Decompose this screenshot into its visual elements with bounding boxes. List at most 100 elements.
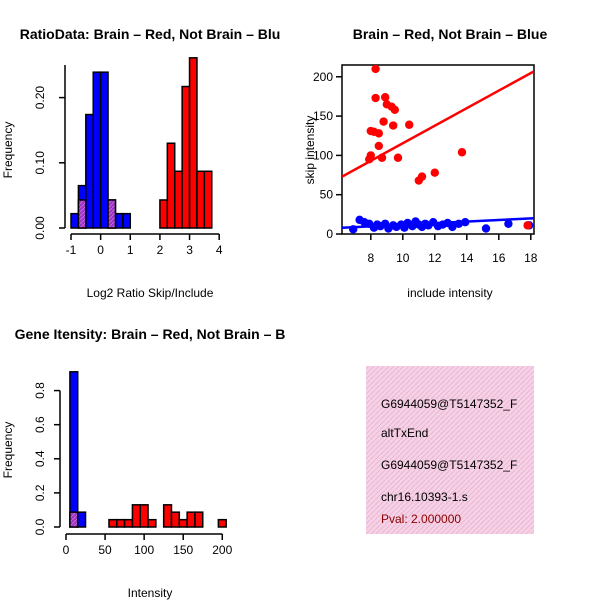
- scatter-point-brain: [523, 221, 532, 230]
- scatter-y-tick-label: 50: [320, 188, 334, 202]
- scatter-point-brain: [430, 168, 439, 177]
- intensity-hist-bar-brain: [194, 511, 204, 528]
- intensity-hist-y-tick-label: 0.4: [33, 450, 47, 467]
- scatter-point-brain: [365, 155, 374, 164]
- info-panel-clip: G6944059@T5147352_F altTxEnd G6944059@T5…: [381, 397, 517, 526]
- scatter-y-tick-label: 150: [313, 109, 333, 123]
- scatter-point-brain: [457, 148, 467, 157]
- intensity-hist-bar-brain: [178, 518, 188, 528]
- scatter-point-notbrain: [448, 222, 457, 232]
- scatter-point-notbrain: [481, 224, 491, 233]
- ratio-hist-bar-notbrain: [85, 113, 94, 229]
- intensity-hist-ylabel: Frequency: [1, 422, 15, 479]
- scatter-y-tick-label: 0: [326, 227, 333, 241]
- scatter-x-tick-label: 8: [367, 251, 374, 265]
- scatter-point-brain: [371, 65, 380, 74]
- intensity-hist-bar-brain: [170, 511, 181, 528]
- scatter-title: Brain – Red, Not Brain – Blue: [353, 26, 548, 42]
- scatter-point-brain: [381, 93, 390, 102]
- intensity-hist-bar-brain: [186, 511, 196, 528]
- ratio-hist-x-tick-label: 0: [97, 243, 104, 257]
- scatter-fit-line-brain: [342, 70, 534, 178]
- scatter-y-tick-label: 200: [313, 70, 333, 84]
- intensity-hist-bar-notbrain: [69, 371, 79, 528]
- scatter-frame: [341, 64, 535, 235]
- ratio-hist-x-tick-label: 1: [127, 243, 134, 257]
- intensity-hist-x-tick-label: 0: [63, 543, 70, 557]
- scatter-x-tick-label: 10: [396, 251, 410, 265]
- ratio-hist-bar-brain: [196, 170, 206, 229]
- ratio-hist-bar-brain: [159, 199, 169, 229]
- scatter-point-brain: [374, 141, 383, 151]
- info-gene-id: G6944059@T5147352_F: [381, 397, 517, 411]
- scatter-point-brain: [389, 121, 398, 130]
- ratio-hist-bar-overlap: [77, 199, 87, 229]
- ratio-hist-y-tick-label: 0.20: [33, 86, 47, 110]
- ratio-histogram-panel: RatioData: Brain – Red, Not Brain – Blu …: [1, 26, 280, 300]
- ratio-hist-axes: -1 0 1 2 3 4 0.00 0.10 0.20: [33, 65, 223, 257]
- scatter-point-notbrain: [461, 218, 470, 227]
- scatter-x-tick-label: 12: [428, 251, 442, 265]
- scatter-x-tick-label: 18: [524, 251, 538, 265]
- intensity-hist-bar-brain: [116, 518, 126, 528]
- scatter-point-brain: [377, 153, 387, 162]
- info-panel: G6944059@T5147352_F altTxEnd G6944059@T5…: [366, 366, 534, 534]
- ratio-hist-bar-brain: [203, 170, 213, 229]
- ratio-hist-x-tick-label: 4: [216, 243, 223, 257]
- info-panel-background: [366, 366, 534, 534]
- ratio-hist-title: RatioData: Brain – Red, Not Brain – Blu: [20, 26, 281, 42]
- intensity-hist-bar-brain: [108, 518, 118, 528]
- intensity-hist-bar-overlap: [69, 511, 79, 528]
- ratio-hist-y-tick-label: 0.10: [33, 151, 47, 175]
- intensity-hist-bar-brain: [162, 504, 173, 528]
- info-transcript-id: G6944059@T5147352_F: [381, 458, 517, 472]
- ratio-hist-bar-overlap: [107, 199, 117, 229]
- scatter-xlabel: include intensity: [407, 286, 492, 300]
- intensity-hist-bar-brain: [217, 518, 227, 528]
- intensity-hist-bars: [69, 371, 227, 528]
- intensity-hist-bar-brain: [131, 504, 141, 528]
- intensity-hist-x-tick-label: 150: [173, 543, 193, 557]
- scatter-point-brain: [374, 129, 383, 138]
- scatter-x-tick-label: 14: [460, 251, 474, 265]
- ratio-hist-x-tick-label: -1: [66, 243, 77, 257]
- scatter-point-brain: [417, 172, 427, 181]
- ratio-hist-bar-notbrain: [114, 212, 124, 229]
- ratio-hist-xlabel: Log2 Ratio Skip/Include: [87, 286, 214, 300]
- scatter-ylabel: skip intensity: [303, 116, 317, 185]
- scatter-point-brain: [405, 120, 414, 129]
- info-locus: chr16.10393-1.s: [381, 490, 468, 504]
- scatter-point-notbrain: [349, 225, 358, 234]
- ratio-hist-x-tick-label: 3: [186, 243, 193, 257]
- ratio-hist-bar-notbrain: [70, 212, 80, 229]
- intensity-hist-bar-brain: [123, 518, 134, 528]
- ratio-hist-bar-notbrain: [99, 71, 109, 229]
- scatter-point-brain: [390, 105, 399, 115]
- intensity-hist-x-tick-label: 50: [98, 543, 112, 557]
- intensity-hist-axes: 0 50 100 150 200 0.0 0.2 0.4 0.6 0.8: [33, 382, 233, 557]
- scatter-point-notbrain: [454, 219, 463, 228]
- intensity-hist-y-tick-label: 0.8: [33, 382, 47, 399]
- info-pval: Pval: 2.000000: [381, 512, 461, 526]
- scatter-point-brain: [371, 93, 380, 103]
- scatter-point-brain: [393, 153, 403, 162]
- ratio-hist-bar-brain: [166, 142, 176, 229]
- intensity-hist-bar-brain: [147, 518, 157, 528]
- ratio-hist-bar-brain: [181, 85, 191, 229]
- intensity-hist-bar-brain: [139, 504, 149, 528]
- info-event-type: altTxEnd: [381, 426, 428, 440]
- intensity-hist-y-tick-label: 0.6: [33, 416, 47, 433]
- intensity-hist-y-tick-label: 0.2: [33, 484, 47, 501]
- intensity-hist-xlabel: Intensity: [128, 586, 173, 600]
- intensity-hist-x-tick-label: 100: [134, 543, 154, 557]
- scatter-axes: 8 10 12 14 16 18 0 50 100 150 200: [313, 70, 538, 265]
- ratio-hist-bar-notbrain: [92, 71, 102, 229]
- ratio-hist-y-tick-label: 0.00: [33, 216, 47, 240]
- intensity-scatter-panel: Brain – Red, Not Brain – Blue skip inten…: [303, 26, 547, 300]
- ratio-hist-ylabel: Frequency: [1, 122, 15, 179]
- intensity-hist-y-tick-label: 0.0: [33, 518, 47, 535]
- ratio-hist-bar-notbrain: [122, 212, 132, 229]
- intensity-histogram-panel: Gene Itensity: Brain – Red, Not Brain – …: [1, 326, 285, 600]
- ratio-hist-bars: [70, 57, 213, 229]
